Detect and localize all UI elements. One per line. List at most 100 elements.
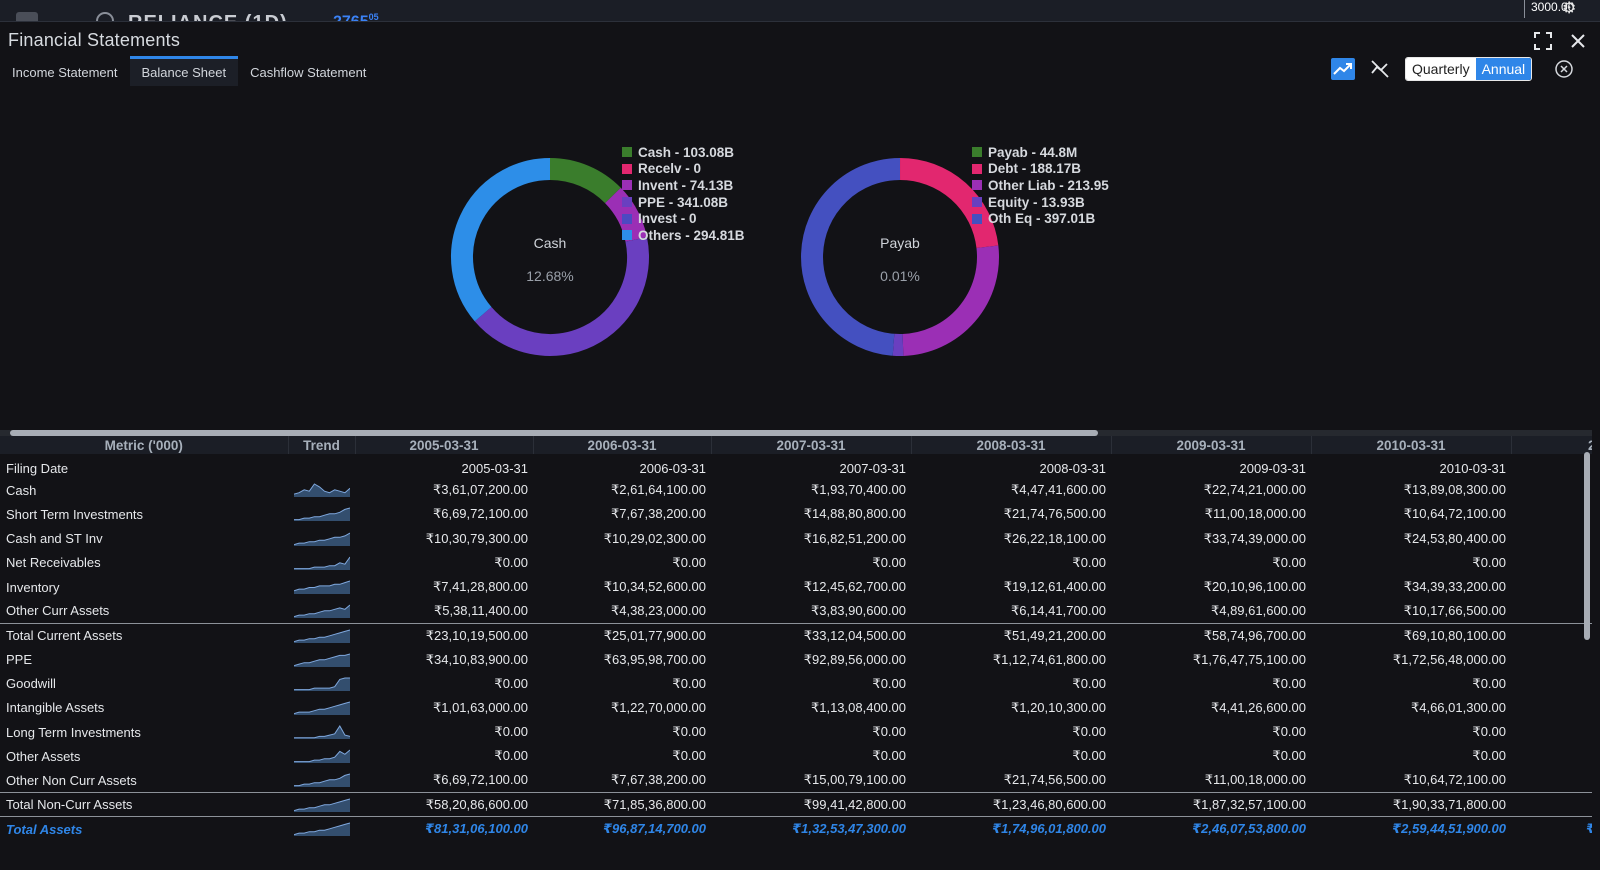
- donut-slice[interactable]: [801, 158, 901, 356]
- sparkline-line: [294, 725, 350, 739]
- row-value-cell: ₹0.00: [1272, 554, 1306, 570]
- table-row[interactable]: Short Term Investments ₹6,69,72,100.00 ₹7,…: [0, 502, 1592, 526]
- annual-option[interactable]: Annual: [1475, 58, 1532, 80]
- row-trend-sparkline: [288, 792, 355, 817]
- tab-balance-sheet[interactable]: Balance Sheet: [129, 56, 239, 86]
- table-row[interactable]: Intangible Assets ₹1,01,63,000.00 ₹1,22,70…: [0, 696, 1592, 720]
- row-value-cell: ₹7,67,38,200.00: [610, 506, 706, 522]
- legend-item[interactable]: PPE - 341.08B: [622, 194, 745, 211]
- header-period[interactable]: 2006-03-31: [533, 436, 712, 454]
- header-period[interactable]: 2009-03-31: [1111, 436, 1312, 454]
- close-icon[interactable]: [1568, 31, 1588, 51]
- donut-slice[interactable]: [902, 245, 999, 356]
- table-row[interactable]: Net Receivables ₹0.00 ₹0.00 ₹0.00 ₹0.00 ₹0.00…: [0, 551, 1592, 575]
- row-value-cell: ₹0.00: [672, 554, 706, 570]
- sparkline-area: [294, 484, 350, 498]
- table-row[interactable]: Long Term Investments ₹0.00 ₹0.00 ₹0.00 ₹0.0…: [0, 720, 1592, 744]
- vertical-scrollbar-thumb[interactable]: [1584, 452, 1590, 640]
- legend-label: Other Liab - 213.95: [988, 177, 1109, 193]
- period-toggle: Quarterly Annual: [1405, 57, 1533, 81]
- horizontal-scrollbar[interactable]: [0, 430, 1592, 436]
- header-period[interactable]: 2007-03-31: [711, 436, 912, 454]
- legend-item[interactable]: Debt - 188.17B: [972, 161, 1109, 178]
- row-metric-label: Net Receivables: [6, 555, 101, 571]
- header-period[interactable]: 2008-03-31: [911, 436, 1112, 454]
- row-value-cell: ₹12,45,62,700.00: [803, 579, 906, 595]
- header-period[interactable]: 2005-03-31: [355, 436, 534, 454]
- row-value-cell: 2007-03-31: [839, 460, 907, 476]
- legend-swatch: [972, 197, 982, 208]
- table-row[interactable]: Other Assets ₹0.00 ₹0.00 ₹0.00 ₹0.00 ₹0.00 ₹0.…: [0, 744, 1592, 768]
- eye-off-icon[interactable]: [1368, 58, 1392, 80]
- symbol-label[interactable]: RELIANCE (1D): [128, 12, 288, 21]
- donut-slice[interactable]: [451, 158, 551, 322]
- table-row[interactable]: Cash and ST Inv ₹10,30,79,300.00 ₹10,29,02…: [0, 527, 1592, 551]
- row-value-cell: ₹11,00,18,000.00: [1204, 772, 1306, 788]
- app-menu-icon[interactable]: [16, 12, 38, 21]
- legend-item[interactable]: Invent - 74.13B: [622, 177, 745, 194]
- legend-item[interactable]: Payab - 44.8M: [972, 144, 1109, 161]
- sparkline-line: [294, 580, 350, 592]
- trend-line-icon[interactable]: [1331, 58, 1355, 80]
- fullscreen-icon[interactable]: [1533, 31, 1553, 51]
- row-value-cell: ₹0.00: [872, 724, 906, 740]
- sparkline-area: [294, 774, 350, 788]
- quarterly-option[interactable]: Quarterly: [1406, 58, 1476, 80]
- legend-label: Invest - 0: [638, 211, 697, 227]
- row-metric-label: Goodwill: [6, 676, 56, 692]
- row-value-cell: ₹1,13,08,400.00: [810, 699, 906, 715]
- row-value-cell: ₹0.00: [1072, 675, 1106, 691]
- close-circle-icon[interactable]: [1554, 59, 1574, 79]
- row-value-cell: [1511, 599, 1592, 623]
- legend-item[interactable]: Others - 294.81B: [622, 227, 745, 244]
- table-row[interactable]: PPE ₹34,10,83,900.00 ₹63,95,98,700.00 ₹92,8…: [0, 648, 1592, 672]
- tab-income-statement[interactable]: Income Statement: [12, 65, 118, 80]
- row-value-cell: ₹6,14,41,700.00: [1010, 602, 1106, 618]
- row-value-cell: ₹58,74,96,700.00: [1111, 622, 1311, 648]
- donut-slice[interactable]: [899, 158, 999, 249]
- row-value-cell: ₹25,01,77,900.00: [533, 622, 711, 648]
- legend-label: Oth Eq - 397.01B: [988, 211, 1096, 227]
- row-value-cell: ₹6,69,72,100.00: [432, 772, 528, 788]
- sparkline-area: [294, 677, 350, 691]
- legend-item[interactable]: Other Liab - 213.95: [972, 177, 1109, 194]
- symbol-search-icon[interactable]: [96, 12, 114, 21]
- gear-icon[interactable]: ⚙: [1562, 0, 1577, 17]
- legend-label: Equity - 13.93B: [988, 194, 1085, 210]
- sparkline-line: [294, 822, 350, 836]
- header-trend[interactable]: Trend: [288, 436, 356, 454]
- table-row[interactable]: Inventory ₹7,41,28,800.00 ₹10,34,52,600.00…: [0, 575, 1592, 599]
- table-row[interactable]: Filing Date 2005-03-31 2006-03-31 2007-03-3…: [0, 454, 1592, 478]
- row-value-cell: ₹22,74,21,000.00: [1203, 482, 1306, 498]
- table-row[interactable]: Other Curr Assets ₹5,38,11,400.00 ₹4,38,23…: [0, 599, 1592, 623]
- legend-item[interactable]: Equity - 13.93B: [972, 194, 1109, 211]
- donut-slice[interactable]: [549, 158, 621, 204]
- legend-item[interactable]: Recelv - 0: [622, 161, 745, 178]
- sparkline-icon: [294, 798, 350, 812]
- horizontal-scrollbar-thumb[interactable]: [10, 430, 1098, 436]
- legend-item[interactable]: Oth Eq - 397.01B: [972, 210, 1109, 227]
- row-value-cell: ₹20,10,96,100.00: [1203, 579, 1306, 595]
- row-value-cell: [1511, 792, 1592, 817]
- donut-slice[interactable]: [474, 237, 649, 356]
- table-row[interactable]: Cash ₹3,61,07,200.00 ₹2,61,64,100.00 ₹1,93,…: [0, 478, 1592, 502]
- header-metric[interactable]: Metric ('000): [0, 436, 289, 454]
- legend-item[interactable]: Cash - 103.08B: [622, 144, 745, 161]
- sparkline-icon: [294, 556, 350, 570]
- table-row[interactable]: Goodwill ₹0.00 ₹0.00 ₹0.00 ₹0.00 ₹0.00 ₹0.00: [0, 672, 1592, 696]
- row-value-cell: ₹: [1511, 816, 1592, 841]
- table-row[interactable]: Total Non-Curr Assets ₹58,20,86,600.00 ₹71…: [0, 792, 1592, 817]
- last-price-value: 2765: [333, 13, 369, 22]
- tab-cashflow-statement[interactable]: Cashflow Statement: [250, 65, 367, 80]
- table-row[interactable]: Other Non Curr Assets ₹6,69,72,100.00 ₹7,6…: [0, 768, 1592, 792]
- legend-item[interactable]: Invest - 0: [622, 210, 745, 227]
- legend-label: Invent - 74.13B: [638, 177, 734, 193]
- liabilities-donut-center-value: 0.01%: [880, 268, 920, 284]
- table-row[interactable]: Total Assets ₹81,31,06,100.00 ₹96,87,14,70…: [0, 816, 1592, 841]
- header-period[interactable]: 2: [1511, 436, 1592, 454]
- row-value-cell: ₹1,76,47,75,100.00: [1192, 651, 1306, 667]
- header-period[interactable]: 2010-03-31: [1311, 436, 1512, 454]
- table-row[interactable]: Total Current Assets ₹23,10,19,500.00 ₹25,…: [0, 622, 1592, 648]
- sparkline-line: [294, 532, 350, 545]
